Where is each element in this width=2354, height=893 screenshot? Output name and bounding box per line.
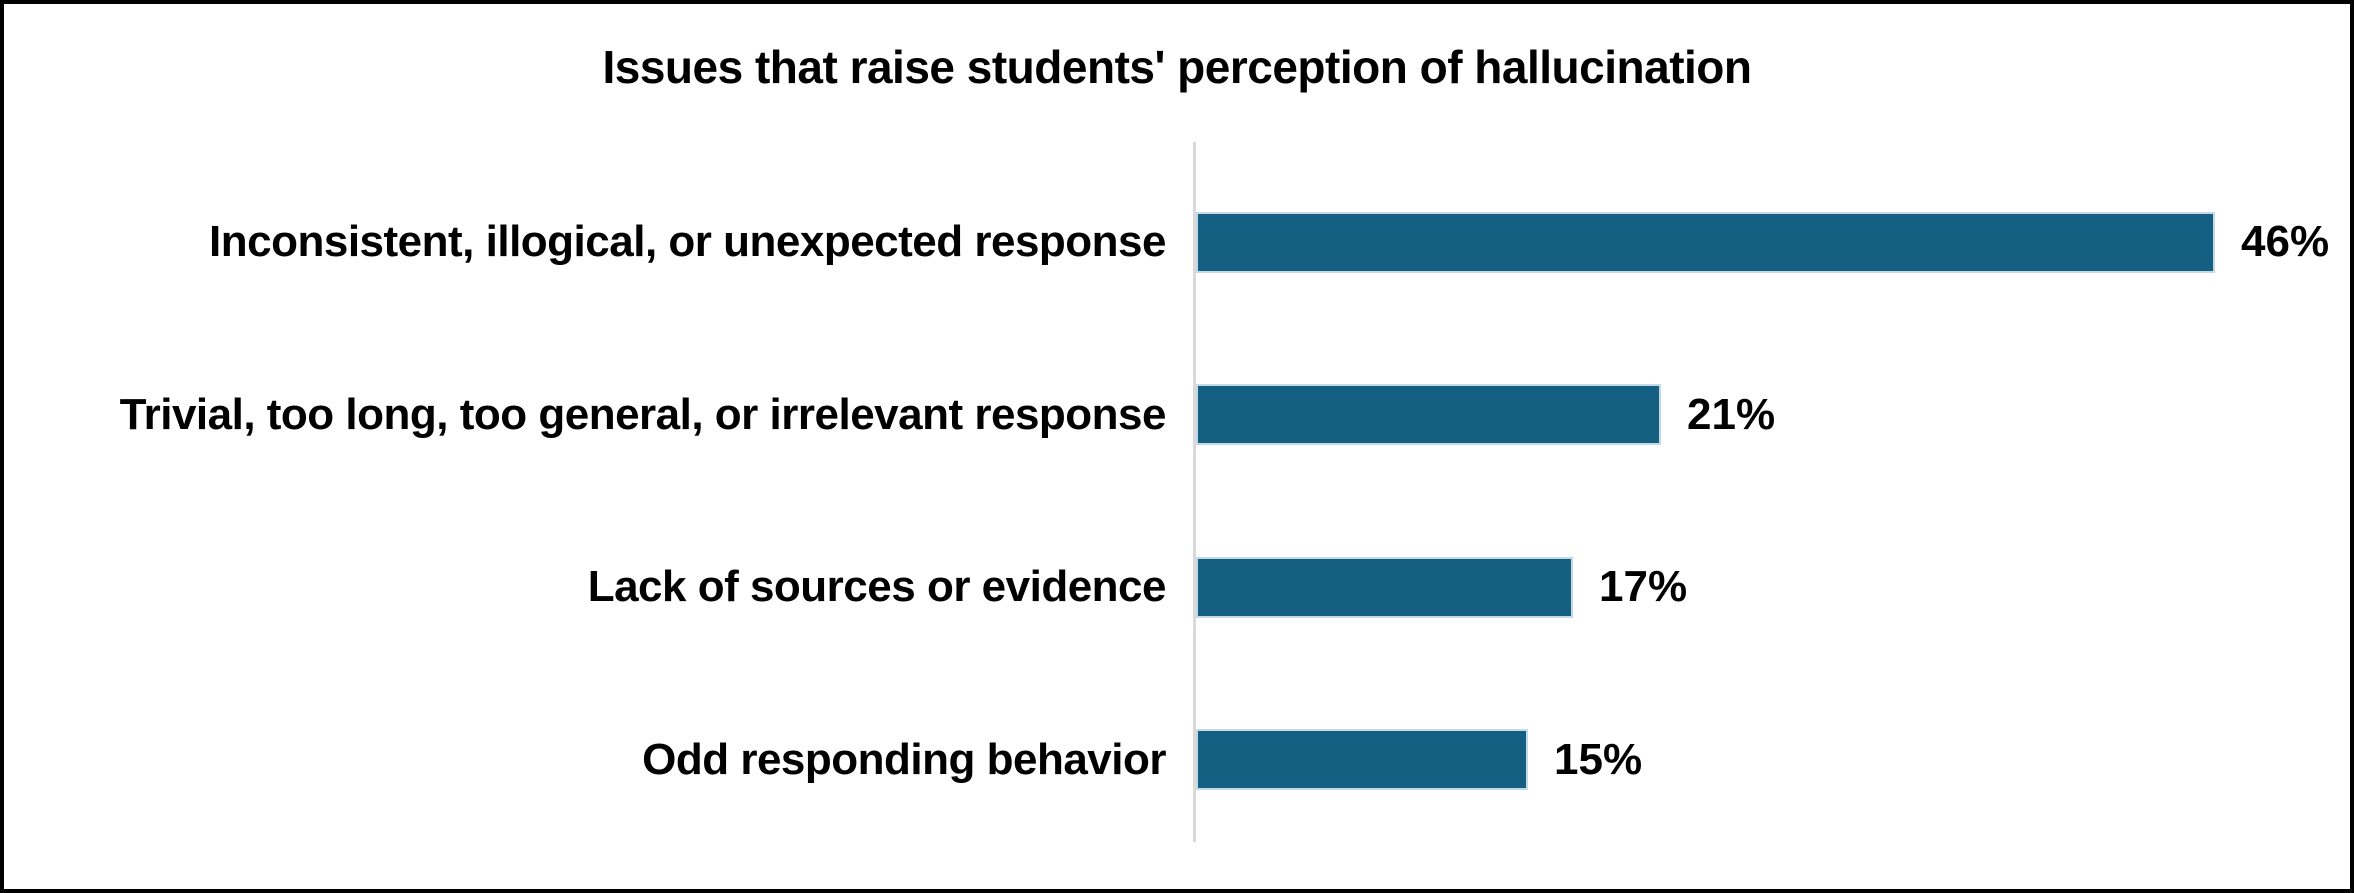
bar	[1196, 729, 1528, 791]
bar-row: Odd responding behavior 15%	[4, 674, 2350, 847]
bar	[1196, 384, 1661, 446]
y-axis-line	[1193, 142, 1196, 842]
bar	[1196, 211, 2215, 273]
bar-row: Trivial, too long, too general, or irrel…	[4, 329, 2350, 502]
value-label: 46%	[2241, 217, 2330, 267]
value-label: 17%	[1599, 562, 1688, 612]
bar-row: Inconsistent, illogical, or unexpected r…	[4, 156, 2350, 329]
category-label: Lack of sources or evidence	[587, 562, 1167, 612]
chart-title: Issues that raise students' perception o…	[602, 41, 1752, 93]
value-label: 15%	[1554, 734, 1643, 784]
bar-row: Lack of sources or evidence 17%	[4, 501, 2350, 674]
category-label: Inconsistent, illogical, or unexpected r…	[209, 217, 1166, 267]
category-label: Odd responding behavior	[642, 734, 1166, 784]
category-label: Trivial, too long, too general, or irrel…	[119, 389, 1167, 439]
bar	[1196, 556, 1573, 618]
value-label: 21%	[1687, 389, 1776, 439]
plot-area: Inconsistent, illogical, or unexpected r…	[4, 156, 2350, 846]
